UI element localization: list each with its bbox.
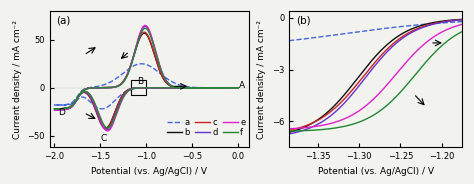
X-axis label: Potential (vs. Ag/AgCl) / V: Potential (vs. Ag/AgCl) / V [91, 167, 207, 176]
Text: (a): (a) [56, 15, 70, 25]
X-axis label: Potential (vs. Ag/AgCl) / V: Potential (vs. Ag/AgCl) / V [318, 167, 434, 176]
Y-axis label: Current density / mA cm⁻²: Current density / mA cm⁻² [257, 20, 266, 139]
Text: C: C [101, 134, 107, 143]
Bar [131, 80, 146, 95]
Text: B: B [137, 77, 144, 86]
Text: A: A [239, 81, 246, 90]
Legend: a, b, c, d, e, f: a, b, c, d, e, f [164, 114, 249, 140]
Y-axis label: Current density / mA cm⁻²: Current density / mA cm⁻² [13, 20, 22, 139]
Text: (b): (b) [296, 15, 310, 25]
Text: D: D [58, 108, 65, 117]
